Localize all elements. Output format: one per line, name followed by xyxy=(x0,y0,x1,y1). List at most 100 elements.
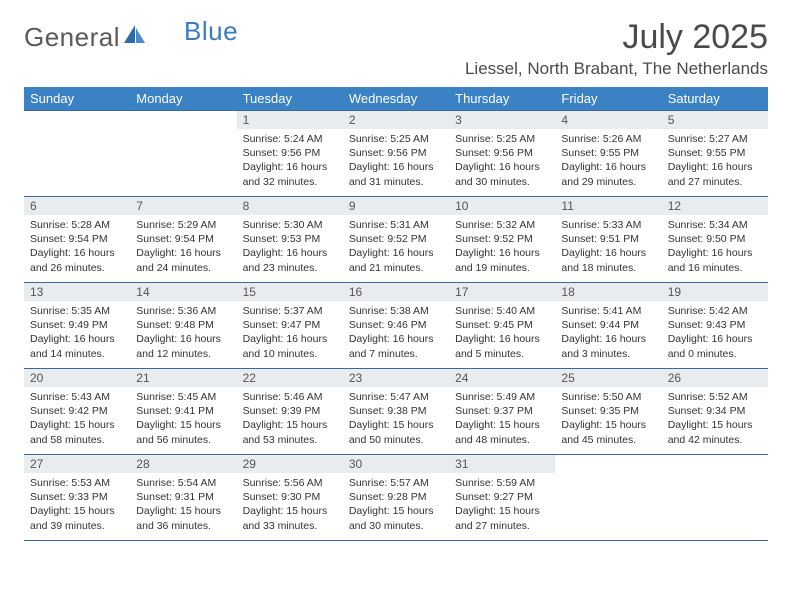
calendar-day-cell: 30Sunrise: 5:57 AMSunset: 9:28 PMDayligh… xyxy=(343,455,449,541)
calendar-day-cell: 4Sunrise: 5:26 AMSunset: 9:55 PMDaylight… xyxy=(555,111,661,197)
calendar-week-row: 20Sunrise: 5:43 AMSunset: 9:42 PMDayligh… xyxy=(24,369,768,455)
day-number: 8 xyxy=(237,197,343,215)
day-details: Sunrise: 5:56 AMSunset: 9:30 PMDaylight:… xyxy=(237,473,343,537)
calendar-day-cell: 8Sunrise: 5:30 AMSunset: 9:53 PMDaylight… xyxy=(237,197,343,283)
weekday-header: Saturday xyxy=(662,87,768,111)
month-title: July 2025 xyxy=(465,18,768,57)
day-number: 26 xyxy=(662,369,768,387)
day-details: Sunrise: 5:52 AMSunset: 9:34 PMDaylight:… xyxy=(662,387,768,451)
calendar-week-row: 27Sunrise: 5:53 AMSunset: 9:33 PMDayligh… xyxy=(24,455,768,541)
day-details: Sunrise: 5:25 AMSunset: 9:56 PMDaylight:… xyxy=(449,129,555,193)
day-details: Sunrise: 5:43 AMSunset: 9:42 PMDaylight:… xyxy=(24,387,130,451)
calendar-day-cell: 9Sunrise: 5:31 AMSunset: 9:52 PMDaylight… xyxy=(343,197,449,283)
day-number: 28 xyxy=(130,455,236,473)
day-details: Sunrise: 5:25 AMSunset: 9:56 PMDaylight:… xyxy=(343,129,449,193)
calendar-day-cell: 14Sunrise: 5:36 AMSunset: 9:48 PMDayligh… xyxy=(130,283,236,369)
day-details: Sunrise: 5:26 AMSunset: 9:55 PMDaylight:… xyxy=(555,129,661,193)
day-number: 22 xyxy=(237,369,343,387)
calendar-day-cell: 17Sunrise: 5:40 AMSunset: 9:45 PMDayligh… xyxy=(449,283,555,369)
day-details: Sunrise: 5:46 AMSunset: 9:39 PMDaylight:… xyxy=(237,387,343,451)
day-number: 30 xyxy=(343,455,449,473)
day-number: 9 xyxy=(343,197,449,215)
calendar-day-cell: 27Sunrise: 5:53 AMSunset: 9:33 PMDayligh… xyxy=(24,455,130,541)
day-number: 18 xyxy=(555,283,661,301)
day-details: Sunrise: 5:28 AMSunset: 9:54 PMDaylight:… xyxy=(24,215,130,279)
header: General Blue July 2025 Liessel, North Br… xyxy=(24,18,768,79)
day-number: 11 xyxy=(555,197,661,215)
calendar-day-cell: . xyxy=(130,111,236,197)
calendar-table: Sunday Monday Tuesday Wednesday Thursday… xyxy=(24,87,768,541)
day-number: 7 xyxy=(130,197,236,215)
day-details: Sunrise: 5:41 AMSunset: 9:44 PMDaylight:… xyxy=(555,301,661,365)
calendar-day-cell: 15Sunrise: 5:37 AMSunset: 9:47 PMDayligh… xyxy=(237,283,343,369)
calendar-day-cell: . xyxy=(662,455,768,541)
day-number: 14 xyxy=(130,283,236,301)
calendar-day-cell: 13Sunrise: 5:35 AMSunset: 9:49 PMDayligh… xyxy=(24,283,130,369)
calendar-day-cell: 28Sunrise: 5:54 AMSunset: 9:31 PMDayligh… xyxy=(130,455,236,541)
day-details: Sunrise: 5:24 AMSunset: 9:56 PMDaylight:… xyxy=(237,129,343,193)
calendar-day-cell: 6Sunrise: 5:28 AMSunset: 9:54 PMDaylight… xyxy=(24,197,130,283)
location: Liessel, North Brabant, The Netherlands xyxy=(465,59,768,79)
day-details: Sunrise: 5:42 AMSunset: 9:43 PMDaylight:… xyxy=(662,301,768,365)
calendar-day-cell: 10Sunrise: 5:32 AMSunset: 9:52 PMDayligh… xyxy=(449,197,555,283)
day-number: 15 xyxy=(237,283,343,301)
day-number: 21 xyxy=(130,369,236,387)
logo: General Blue xyxy=(24,18,238,53)
calendar-day-cell: 21Sunrise: 5:45 AMSunset: 9:41 PMDayligh… xyxy=(130,369,236,455)
weekday-header: Tuesday xyxy=(237,87,343,111)
calendar-day-cell: 23Sunrise: 5:47 AMSunset: 9:38 PMDayligh… xyxy=(343,369,449,455)
day-details: Sunrise: 5:29 AMSunset: 9:54 PMDaylight:… xyxy=(130,215,236,279)
day-details: Sunrise: 5:34 AMSunset: 9:50 PMDaylight:… xyxy=(662,215,768,279)
calendar-day-cell: 7Sunrise: 5:29 AMSunset: 9:54 PMDaylight… xyxy=(130,197,236,283)
day-details: Sunrise: 5:36 AMSunset: 9:48 PMDaylight:… xyxy=(130,301,236,365)
weekday-header: Wednesday xyxy=(343,87,449,111)
calendar-day-cell: 26Sunrise: 5:52 AMSunset: 9:34 PMDayligh… xyxy=(662,369,768,455)
day-number: 17 xyxy=(449,283,555,301)
day-number: 1 xyxy=(237,111,343,129)
calendar-day-cell: 5Sunrise: 5:27 AMSunset: 9:55 PMDaylight… xyxy=(662,111,768,197)
day-number: 2 xyxy=(343,111,449,129)
calendar-day-cell: 16Sunrise: 5:38 AMSunset: 9:46 PMDayligh… xyxy=(343,283,449,369)
calendar-day-cell: 2Sunrise: 5:25 AMSunset: 9:56 PMDaylight… xyxy=(343,111,449,197)
day-number: 19 xyxy=(662,283,768,301)
day-details: Sunrise: 5:53 AMSunset: 9:33 PMDaylight:… xyxy=(24,473,130,537)
calendar-day-cell: 11Sunrise: 5:33 AMSunset: 9:51 PMDayligh… xyxy=(555,197,661,283)
day-details: Sunrise: 5:49 AMSunset: 9:37 PMDaylight:… xyxy=(449,387,555,451)
day-details: Sunrise: 5:50 AMSunset: 9:35 PMDaylight:… xyxy=(555,387,661,451)
logo-sail-icon xyxy=(124,25,146,50)
logo-text-2: Blue xyxy=(184,16,238,47)
calendar-day-cell: 18Sunrise: 5:41 AMSunset: 9:44 PMDayligh… xyxy=(555,283,661,369)
day-details: Sunrise: 5:38 AMSunset: 9:46 PMDaylight:… xyxy=(343,301,449,365)
calendar-day-cell: . xyxy=(24,111,130,197)
day-number: 31 xyxy=(449,455,555,473)
day-number: 5 xyxy=(662,111,768,129)
weekday-header: Thursday xyxy=(449,87,555,111)
calendar-week-row: 13Sunrise: 5:35 AMSunset: 9:49 PMDayligh… xyxy=(24,283,768,369)
calendar-day-cell: 12Sunrise: 5:34 AMSunset: 9:50 PMDayligh… xyxy=(662,197,768,283)
title-block: July 2025 Liessel, North Brabant, The Ne… xyxy=(465,18,768,79)
calendar-day-cell: 29Sunrise: 5:56 AMSunset: 9:30 PMDayligh… xyxy=(237,455,343,541)
calendar-day-cell: 1Sunrise: 5:24 AMSunset: 9:56 PMDaylight… xyxy=(237,111,343,197)
day-number: 16 xyxy=(343,283,449,301)
calendar-day-cell: 25Sunrise: 5:50 AMSunset: 9:35 PMDayligh… xyxy=(555,369,661,455)
calendar-day-cell: 24Sunrise: 5:49 AMSunset: 9:37 PMDayligh… xyxy=(449,369,555,455)
day-number: 12 xyxy=(662,197,768,215)
day-details: Sunrise: 5:59 AMSunset: 9:27 PMDaylight:… xyxy=(449,473,555,537)
weekday-header-row: Sunday Monday Tuesday Wednesday Thursday… xyxy=(24,87,768,111)
day-number: 27 xyxy=(24,455,130,473)
day-details: Sunrise: 5:54 AMSunset: 9:31 PMDaylight:… xyxy=(130,473,236,537)
day-details: Sunrise: 5:37 AMSunset: 9:47 PMDaylight:… xyxy=(237,301,343,365)
calendar-day-cell: 22Sunrise: 5:46 AMSunset: 9:39 PMDayligh… xyxy=(237,369,343,455)
day-details: Sunrise: 5:33 AMSunset: 9:51 PMDaylight:… xyxy=(555,215,661,279)
day-number: 20 xyxy=(24,369,130,387)
day-number: 13 xyxy=(24,283,130,301)
calendar-day-cell: 20Sunrise: 5:43 AMSunset: 9:42 PMDayligh… xyxy=(24,369,130,455)
calendar-week-row: . . 1Sunrise: 5:24 AMSunset: 9:56 PMDayl… xyxy=(24,111,768,197)
logo-text-1: General xyxy=(24,22,120,53)
day-details: Sunrise: 5:31 AMSunset: 9:52 PMDaylight:… xyxy=(343,215,449,279)
day-number: 29 xyxy=(237,455,343,473)
day-number: 23 xyxy=(343,369,449,387)
day-number: 10 xyxy=(449,197,555,215)
calendar-week-row: 6Sunrise: 5:28 AMSunset: 9:54 PMDaylight… xyxy=(24,197,768,283)
day-details: Sunrise: 5:47 AMSunset: 9:38 PMDaylight:… xyxy=(343,387,449,451)
